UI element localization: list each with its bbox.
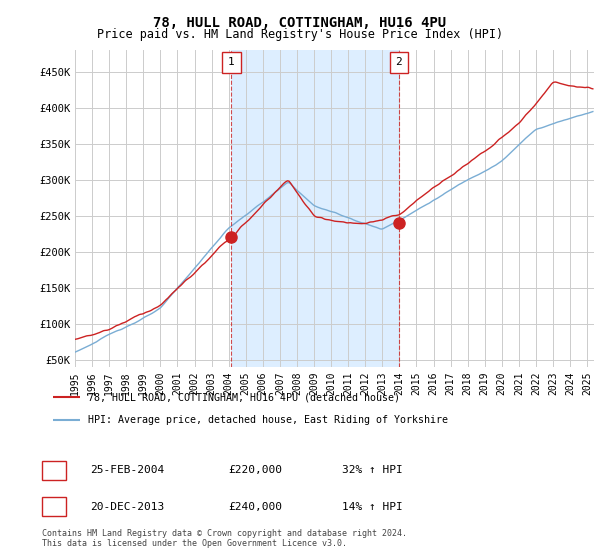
Text: This data is licensed under the Open Government Licence v3.0.: This data is licensed under the Open Gov… bbox=[42, 539, 347, 548]
Text: 1: 1 bbox=[228, 57, 235, 67]
Text: HPI: Average price, detached house, East Riding of Yorkshire: HPI: Average price, detached house, East… bbox=[88, 416, 448, 426]
Text: £240,000: £240,000 bbox=[228, 502, 282, 512]
Text: 78, HULL ROAD, COTTINGHAM, HU16 4PU: 78, HULL ROAD, COTTINGHAM, HU16 4PU bbox=[154, 16, 446, 30]
Text: Contains HM Land Registry data © Crown copyright and database right 2024.: Contains HM Land Registry data © Crown c… bbox=[42, 529, 407, 538]
Text: £220,000: £220,000 bbox=[228, 465, 282, 475]
Text: 25-FEB-2004: 25-FEB-2004 bbox=[90, 465, 164, 475]
Text: Price paid vs. HM Land Registry's House Price Index (HPI): Price paid vs. HM Land Registry's House … bbox=[97, 28, 503, 41]
Text: 78, HULL ROAD, COTTINGHAM, HU16 4PU (detached house): 78, HULL ROAD, COTTINGHAM, HU16 4PU (det… bbox=[88, 392, 400, 402]
Bar bbox=[231, 50, 399, 367]
Text: 2: 2 bbox=[395, 57, 402, 67]
Text: 1: 1 bbox=[50, 465, 58, 475]
Text: 20-DEC-2013: 20-DEC-2013 bbox=[90, 502, 164, 512]
FancyBboxPatch shape bbox=[222, 52, 241, 73]
Text: 32% ↑ HPI: 32% ↑ HPI bbox=[342, 465, 403, 475]
Text: 2: 2 bbox=[50, 502, 58, 512]
Text: 14% ↑ HPI: 14% ↑ HPI bbox=[342, 502, 403, 512]
FancyBboxPatch shape bbox=[389, 52, 408, 73]
